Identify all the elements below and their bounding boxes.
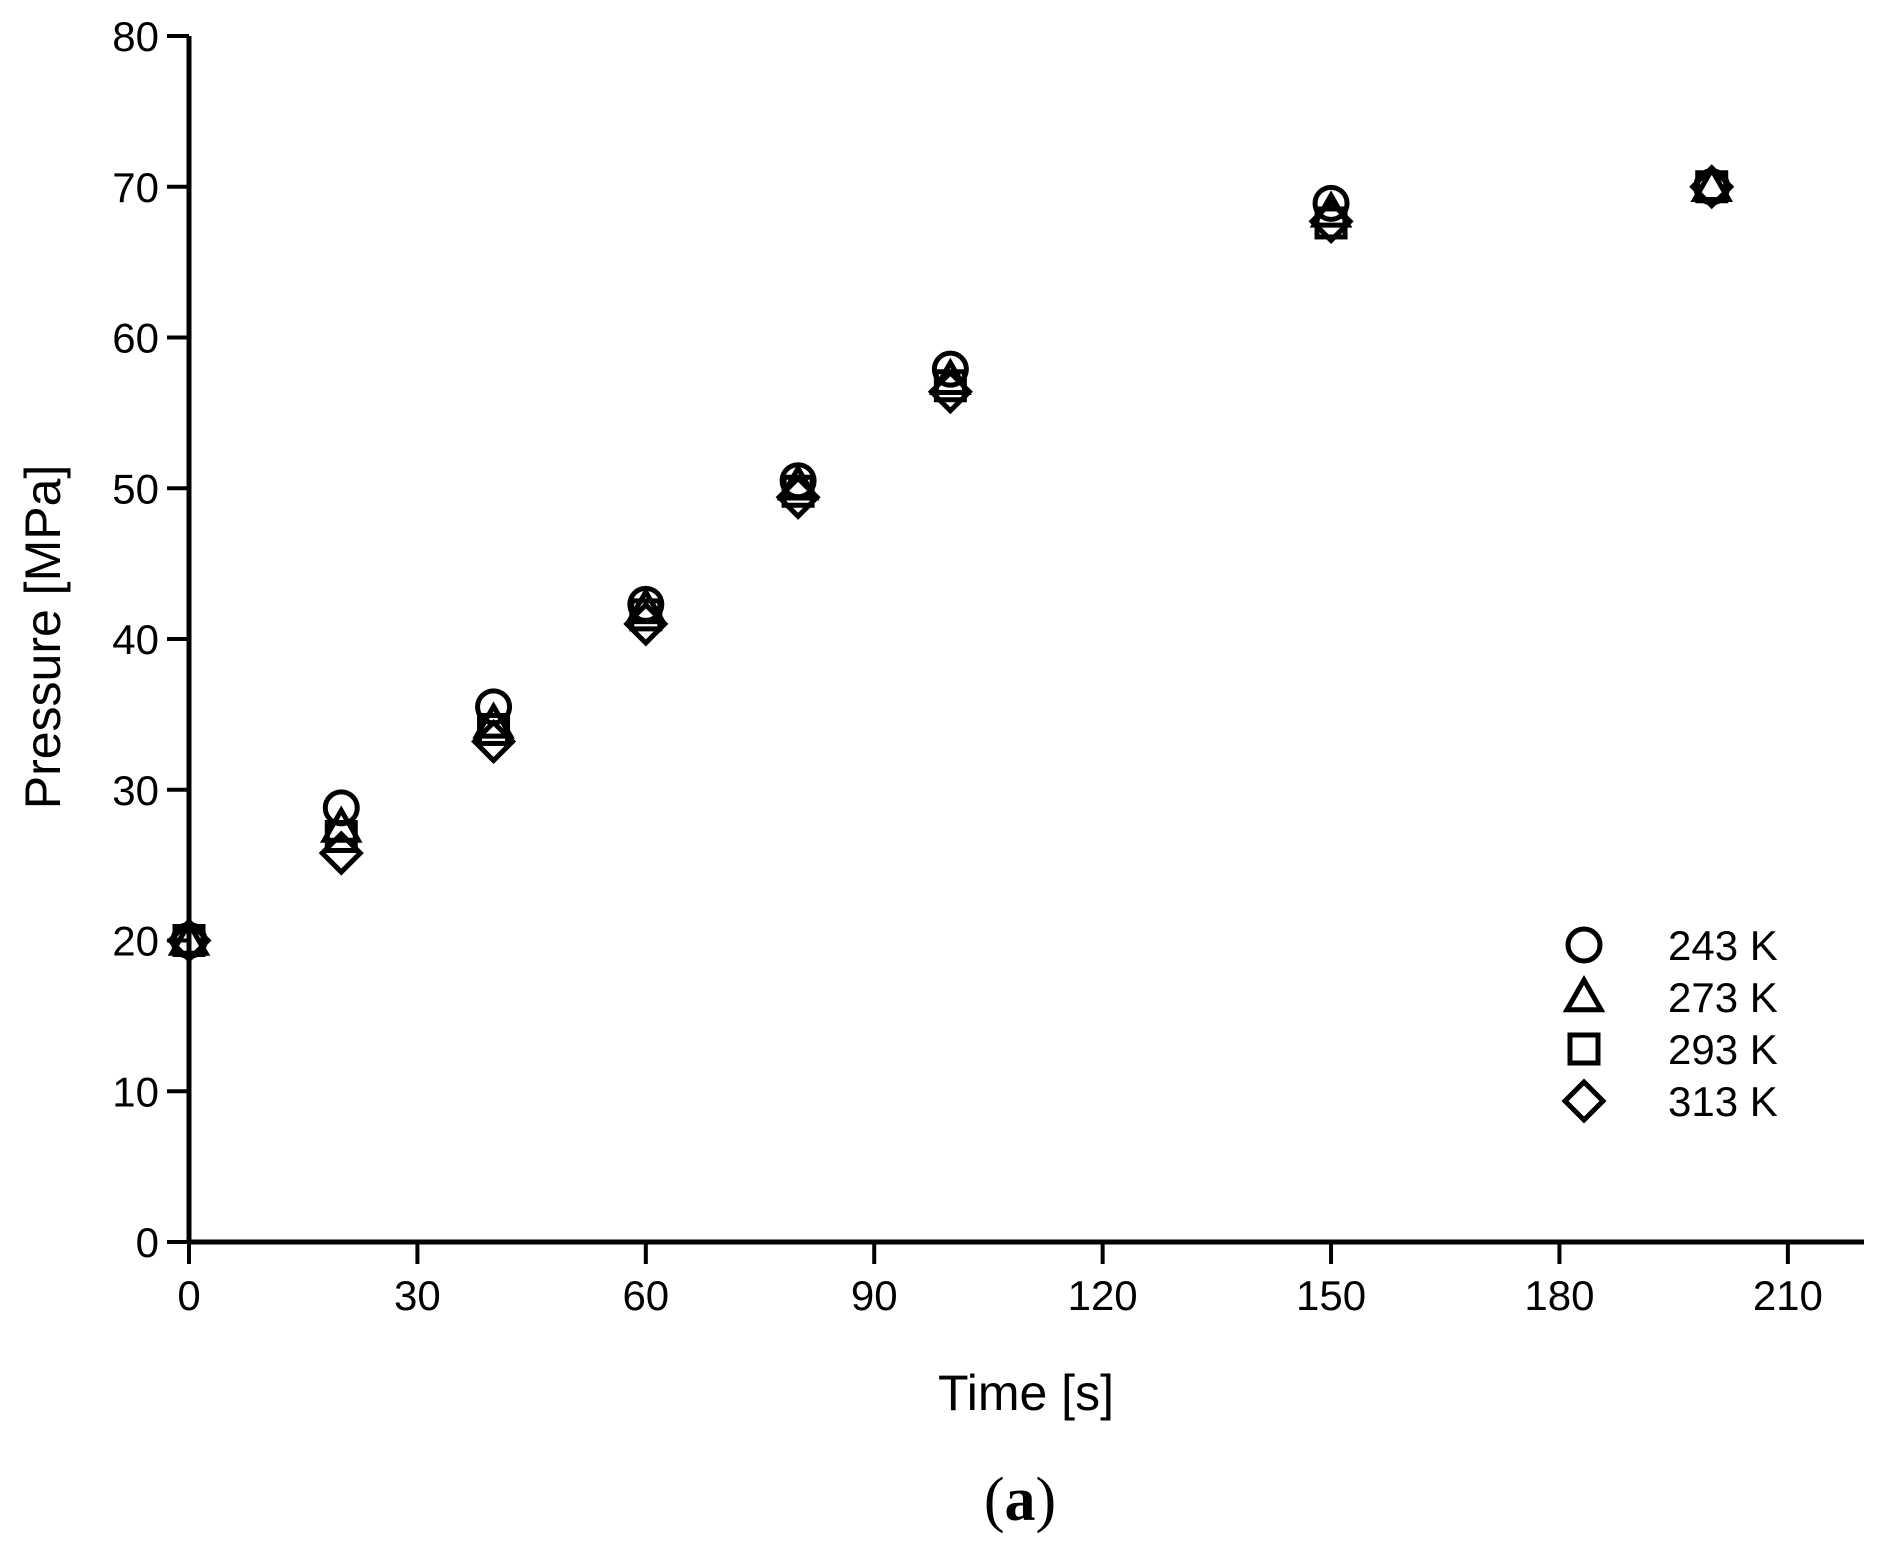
data-point-diamond <box>471 718 517 765</box>
x-tick-label: 210 <box>1753 1272 1823 1319</box>
data-point-square <box>324 819 358 853</box>
y-tick-label: 20 <box>112 918 159 965</box>
y-axis: 0 10 20 30 40 50 60 70 80 <box>112 13 192 1266</box>
y-tick-label: 50 <box>112 465 159 512</box>
y-ticks: 0 10 20 30 40 50 60 70 80 <box>112 13 189 1266</box>
y-axis-title: Pressure [MPa] <box>15 465 71 810</box>
y-tick-label: 80 <box>112 13 159 60</box>
data-point-circle <box>1312 184 1350 222</box>
data-point-triangle <box>929 357 972 395</box>
legend-marker-square <box>1567 1032 1601 1066</box>
y-tick-label: 40 <box>112 616 159 663</box>
caption-letter: a <box>1005 1466 1036 1534</box>
legend-label: 293 K <box>1668 1026 1778 1073</box>
y-tick-label: 60 <box>112 315 159 362</box>
data-point-diamond <box>927 369 973 415</box>
data-point-circle <box>931 350 969 388</box>
legend-marker-diamond <box>1561 1078 1607 1124</box>
x-ticks: 0 30 60 90 120 150 180 210 <box>177 1242 1823 1319</box>
legend-item: 243 K <box>1565 922 1778 969</box>
y-tick-label: 0 <box>136 1219 159 1266</box>
x-axis-title: Time [s] <box>938 1365 1114 1421</box>
data-point-diamond <box>775 474 821 520</box>
caption-close-paren: ) <box>1036 1466 1057 1534</box>
legend-item: 273 K <box>1562 974 1778 1021</box>
series-diamond <box>166 164 1735 964</box>
data-point-diamond <box>318 830 364 876</box>
y-tick-label: 10 <box>112 1068 159 1115</box>
x-tick-label: 150 <box>1296 1272 1366 1319</box>
legend-label: 243 K <box>1668 922 1778 969</box>
legend-item: 313 K <box>1561 1078 1778 1125</box>
plot-area <box>166 164 1735 964</box>
data-point-triangle <box>319 805 363 843</box>
data-point-diamond <box>1689 164 1735 210</box>
x-tick-label: 120 <box>1068 1272 1138 1319</box>
y-tick-label: 70 <box>112 164 159 211</box>
series-square <box>172 170 1729 957</box>
series-triangle <box>167 164 1734 956</box>
caption-open-paren: ( <box>984 1466 1005 1534</box>
x-tick-label: 30 <box>394 1272 441 1319</box>
y-tick-label: 30 <box>112 767 159 814</box>
data-point-square <box>629 598 663 632</box>
data-point-triangle <box>624 586 668 625</box>
data-point-diamond <box>623 601 669 647</box>
legend: 243 K 273 K 293 K 313 K <box>1561 922 1778 1125</box>
x-tick-label: 60 <box>622 1272 669 1319</box>
series-circle <box>170 168 1731 959</box>
legend-label: 313 K <box>1668 1078 1778 1125</box>
data-point-diamond <box>166 917 212 964</box>
legend-marker-circle <box>1565 926 1603 964</box>
x-tick-label: 90 <box>851 1272 898 1319</box>
data-point-diamond <box>1308 198 1354 244</box>
panel-caption: (a) <box>984 1466 1056 1534</box>
data-point-square <box>477 712 511 746</box>
legend-marker-triangle <box>1562 974 1606 1013</box>
data-point-square <box>1695 170 1729 204</box>
data-point-square <box>172 924 206 957</box>
data-point-triangle <box>776 463 820 501</box>
x-tick-label: 180 <box>1524 1272 1594 1319</box>
legend-label: 273 K <box>1668 974 1778 1021</box>
legend-item: 293 K <box>1567 1026 1778 1073</box>
x-tick-label: 0 <box>177 1272 200 1319</box>
data-point-triangle <box>472 701 515 739</box>
x-axis: 0 30 60 90 120 150 180 210 <box>177 1239 1864 1319</box>
